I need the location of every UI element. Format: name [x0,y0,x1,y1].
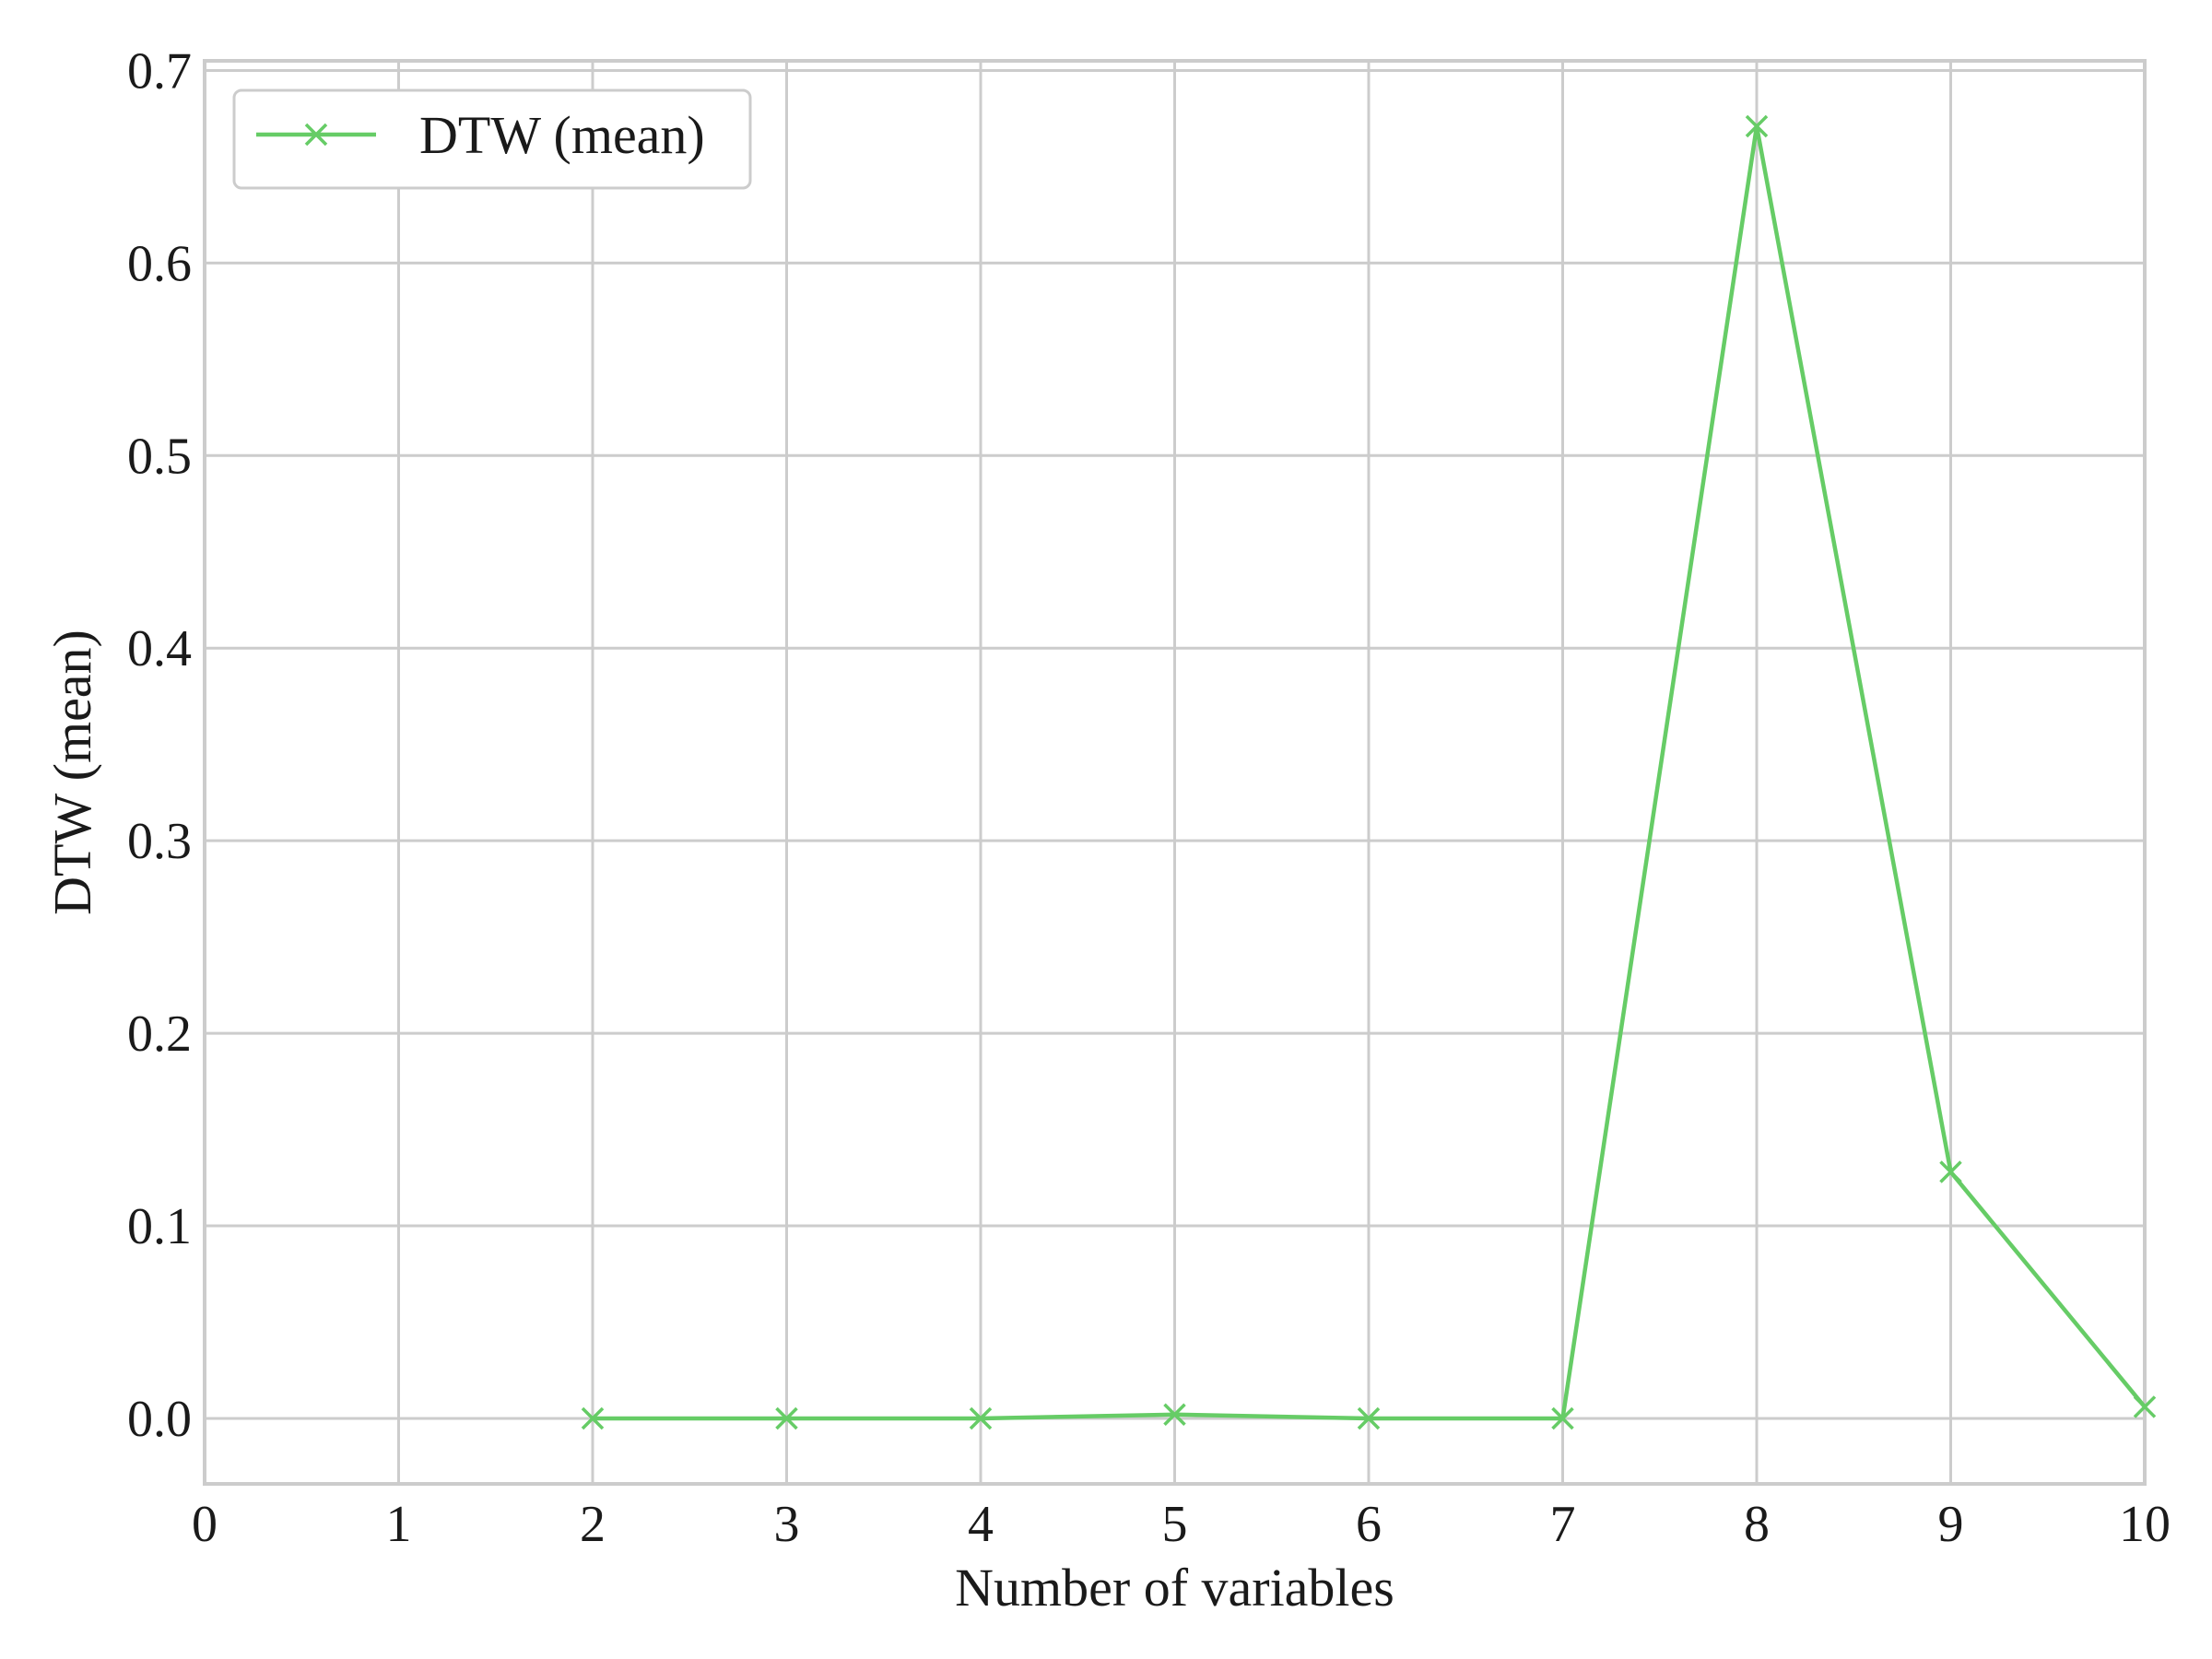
x-tick-label: 2 [580,1496,606,1553]
data-point-marker [1551,1406,1574,1430]
y-tick-label: 0.1 [127,1198,192,1255]
marker-stroke [1745,114,1769,138]
legend-label: DTW (mean) [419,105,705,165]
marker-stroke [1551,1406,1574,1430]
grid [203,61,2147,1484]
data-point-marker [969,1406,993,1430]
x-tick-label: 3 [774,1496,800,1553]
marker-stroke [969,1406,993,1430]
legend: DTW (mean) [232,88,752,190]
x-tick-label: 7 [1550,1496,1576,1553]
data-point-marker [2133,1395,2157,1418]
marker-stroke [304,123,328,147]
data-point-marker [775,1406,798,1430]
legend-box [232,88,752,190]
y-tick-label: 0.0 [127,1391,192,1448]
marker-stroke [775,1406,798,1430]
data-point-marker [1939,1160,1962,1183]
y-tick-label: 0.3 [127,813,192,870]
x-tick-label: 5 [1162,1496,1188,1553]
y-tick-label: 0.6 [127,235,192,292]
x-tick-label: 4 [968,1496,994,1553]
plot-area-frame [203,59,2147,1486]
legend-marker-x [304,123,328,147]
y-tick-label: 0.4 [127,620,192,677]
y-axis-title: DTW (mean) [42,629,102,915]
x-tick-label: 10 [2119,1496,2171,1553]
marker-stroke [1357,1406,1381,1430]
marker-stroke [1939,1160,1962,1183]
data-point-marker [1745,114,1769,138]
marker-stroke [2133,1395,2157,1418]
y-tick-label: 0.2 [127,1006,192,1063]
x-tick-label: 8 [1744,1496,1770,1553]
x-tick-label: 6 [1356,1496,1382,1553]
y-tick-label: 0.7 [127,42,192,100]
x-tick-label: 0 [192,1496,218,1553]
series-layer [581,114,2157,1430]
x-axis-ticks: 0 1 2 3 4 5 6 7 8 9 10 [192,1496,2171,1553]
legend-x-marker-icon [304,123,328,147]
y-axis-ticks: 0.0 0.1 0.2 0.3 0.4 0.5 0.6 0.7 [127,42,192,1448]
x-tick-label: 1 [386,1496,412,1553]
x-axis-title: Number of variables [955,1558,1394,1618]
data-point-marker [1357,1406,1381,1430]
data-point-marker [581,1406,605,1430]
x-tick-label: 9 [1938,1496,1964,1553]
y-tick-label: 0.5 [127,428,192,485]
data-point-marker [1163,1403,1186,1427]
marker-stroke [581,1406,605,1430]
marker-stroke [1163,1403,1186,1427]
